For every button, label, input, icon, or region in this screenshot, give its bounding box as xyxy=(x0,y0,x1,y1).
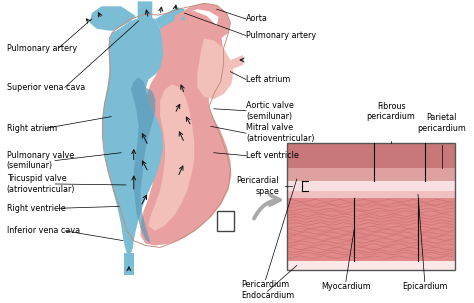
Text: Pericardial
space: Pericardial space xyxy=(237,176,279,196)
Text: Parietal
pericardium: Parietal pericardium xyxy=(417,113,466,133)
Polygon shape xyxy=(197,38,233,99)
Text: Fibrous
pericardium: Fibrous pericardium xyxy=(367,102,416,122)
Polygon shape xyxy=(174,3,230,38)
Bar xyxy=(287,143,455,168)
Text: Aorta: Aorta xyxy=(246,15,268,23)
Bar xyxy=(287,198,455,261)
Text: Left atrium: Left atrium xyxy=(246,75,291,84)
Text: Epicardium: Epicardium xyxy=(402,281,447,291)
Text: Pulmonary artery: Pulmonary artery xyxy=(7,44,77,53)
Text: Endocardium: Endocardium xyxy=(241,291,294,300)
Text: Aortic valve
(semilunar): Aortic valve (semilunar) xyxy=(246,101,294,121)
Polygon shape xyxy=(148,84,194,231)
Text: Left ventricle: Left ventricle xyxy=(246,151,299,160)
Polygon shape xyxy=(124,253,134,275)
Bar xyxy=(287,143,455,270)
Text: Right ventricle: Right ventricle xyxy=(7,204,65,213)
Text: Superior vena cava: Superior vena cava xyxy=(7,83,85,92)
Bar xyxy=(287,261,455,270)
Polygon shape xyxy=(230,55,243,70)
Text: Inferior vena cava: Inferior vena cava xyxy=(7,226,80,235)
Text: Pulmonary artery: Pulmonary artery xyxy=(246,31,316,40)
Bar xyxy=(287,191,455,198)
Text: Pulmonary valve
(semilunar): Pulmonary valve (semilunar) xyxy=(7,151,74,170)
Text: Tricuspid valve
(atrioventricular): Tricuspid valve (atrioventricular) xyxy=(7,174,75,194)
Text: Myocardium: Myocardium xyxy=(321,281,371,291)
Bar xyxy=(287,168,455,181)
Text: Pericardium: Pericardium xyxy=(241,280,290,289)
Polygon shape xyxy=(131,78,155,244)
Polygon shape xyxy=(155,7,184,29)
Polygon shape xyxy=(102,16,163,255)
Text: Right atrium: Right atrium xyxy=(7,124,57,133)
Polygon shape xyxy=(141,11,231,245)
Bar xyxy=(287,181,455,191)
Polygon shape xyxy=(90,6,136,31)
Text: Mitral valve
(atrioventricular): Mitral valve (atrioventricular) xyxy=(246,123,315,143)
Bar xyxy=(217,211,234,231)
Polygon shape xyxy=(137,2,152,23)
